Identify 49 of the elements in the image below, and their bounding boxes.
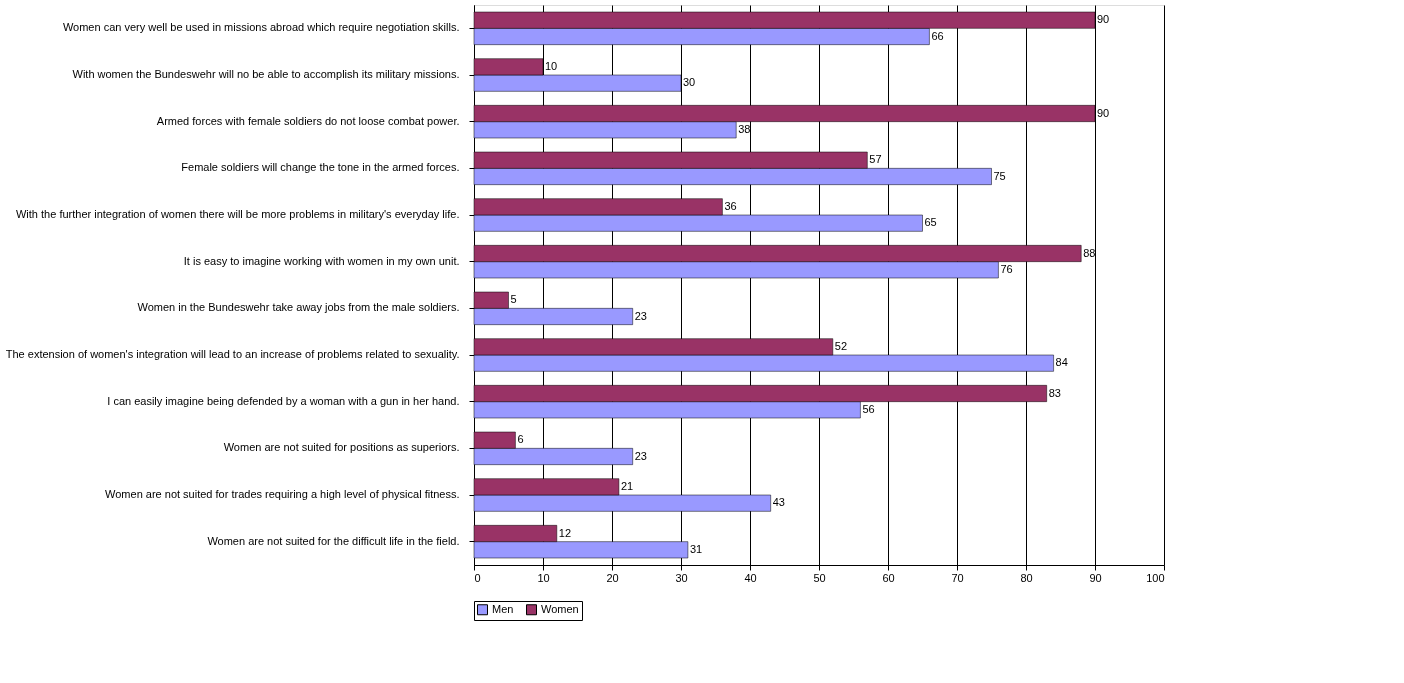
y-tick-label: I can easily imagine being defended by a woman with a gun in her hand. — [107, 394, 460, 407]
data-label: 36 — [724, 199, 737, 212]
data-label: 38 — [738, 122, 751, 135]
data-label: 5 — [510, 293, 517, 306]
y-tick-label: Armed forces with female soldiers do not loose combat power. — [156, 114, 460, 127]
data-label: 30 — [683, 76, 696, 89]
legend-label: Men — [492, 602, 514, 615]
y-tick-label: Women are not suited for the difficult life in the field. — [207, 534, 460, 547]
y-tick-label: Women are not suited for positions as superiors. — [223, 441, 460, 454]
data-label: 23 — [634, 309, 647, 322]
x-tick-label: 40 — [744, 571, 757, 584]
data-label: 56 — [862, 402, 875, 415]
y-tick-label: Women can very well be used in missions abroad which require negotiation skills. — [62, 21, 460, 34]
data-label: 57 — [869, 153, 882, 166]
data-label: 12 — [558, 526, 572, 539]
data-label: 23 — [634, 449, 647, 462]
y-tick-label: The extension of women's integration will lead to an increase of problems related to sexuality. — [5, 348, 460, 360]
x-tick-label: 100 — [1146, 571, 1165, 584]
data-label: 66 — [931, 29, 944, 42]
x-tick-label: 30 — [675, 571, 688, 584]
data-label: 6 — [517, 433, 524, 446]
data-label: 21 — [620, 479, 634, 492]
data-label: 65 — [924, 216, 937, 229]
y-tick-label: With the further integration of women there will be more problems in military's everyday life. — [15, 208, 460, 220]
data-label: 88 — [1083, 246, 1096, 259]
y-tick-label: Women are not suited for trades requiring a high level of physical fitness. — [105, 488, 460, 500]
data-label: 52 — [834, 339, 848, 352]
x-tick-label: 0 — [474, 571, 481, 584]
x-tick-label: 80 — [1020, 571, 1033, 584]
x-tick-label: 60 — [882, 571, 895, 584]
x-tick-label: 90 — [1089, 571, 1102, 584]
data-label: 75 — [993, 169, 1006, 182]
x-tick-label: 20 — [606, 571, 619, 584]
x-tick-label: 70 — [951, 571, 964, 584]
data-label: 84 — [1055, 356, 1068, 369]
y-tick-label: With women the Bundeswehr will no be able to accomplish its military missions. — [72, 68, 460, 80]
data-label: 10 — [545, 59, 558, 72]
data-label: 83 — [1048, 386, 1061, 399]
x-tick-label: 10 — [537, 571, 550, 584]
y-tick-label: Women in the Bundeswehr take away jobs from the male soldiers. — [137, 301, 460, 314]
legend-label: Women — [541, 602, 579, 615]
data-label: 31 — [689, 542, 703, 555]
data-label: 90 — [1097, 13, 1110, 26]
y-tick-label: Female soldiers will change the tone in the armed forces. — [181, 161, 460, 174]
x-tick-label: 50 — [813, 571, 826, 584]
data-label: 90 — [1097, 106, 1110, 119]
data-label: 43 — [772, 496, 785, 509]
data-label: 76 — [1000, 262, 1013, 275]
y-tick-label: It is easy to imagine working with women in my own unit. — [183, 254, 460, 267]
